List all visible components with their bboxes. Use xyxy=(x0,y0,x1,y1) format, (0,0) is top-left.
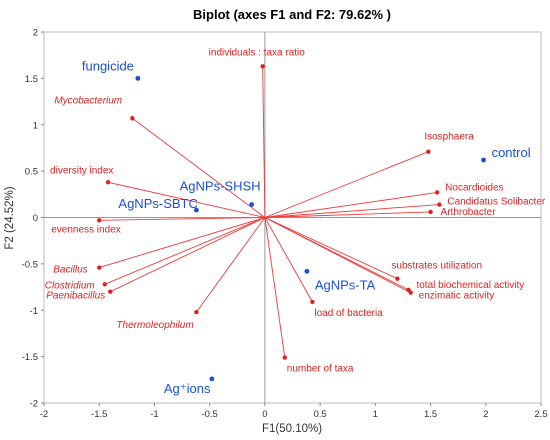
y-tick-label: -1 xyxy=(30,306,38,317)
x-tick-label: 2 xyxy=(483,409,488,420)
x-tick-label: 2.5 xyxy=(534,409,547,420)
observation-label: AgNPs-SHSH xyxy=(180,179,261,194)
vector-line xyxy=(99,217,265,221)
variable-points xyxy=(97,64,442,360)
x-tick-label: -0.5 xyxy=(201,409,217,420)
x-tick-label: -1.5 xyxy=(91,409,107,420)
y-tick-label: 1 xyxy=(33,120,38,131)
variable-labels: individuals : taxa ratio Mycobacterium div… xyxy=(45,47,546,374)
vector-line xyxy=(104,217,266,285)
vector-line xyxy=(264,217,411,294)
variable-point xyxy=(428,209,433,215)
variable-label: Isosphaera xyxy=(424,132,474,143)
x-tick-label: 0.5 xyxy=(314,409,327,420)
vector-line xyxy=(264,217,398,280)
variable-label: diversity index xyxy=(50,165,113,176)
variable-point xyxy=(282,355,287,360)
y-tick-label: -1.5 xyxy=(22,352,38,363)
x-tick-label: -2 xyxy=(40,409,48,420)
variable-point xyxy=(105,180,111,185)
y-tick-label: 0 xyxy=(33,213,38,224)
x-axis-label: F1(50.10%) xyxy=(262,423,322,435)
variable-point xyxy=(408,290,413,295)
y-axis-label: F2 (24.52%) xyxy=(4,186,16,249)
y-tick-label: -2 xyxy=(30,399,38,410)
variable-label: Paenibacillus xyxy=(46,291,105,302)
vector-line xyxy=(196,217,266,313)
variable-point xyxy=(434,190,440,195)
y-tick-label: 1.5 xyxy=(25,74,38,85)
variable-point xyxy=(426,149,431,154)
variable-point xyxy=(102,282,107,287)
vector-line xyxy=(264,151,429,218)
variable-label: individuals : taxa ratio xyxy=(209,47,306,58)
variable-point xyxy=(260,64,265,69)
observation-point xyxy=(209,376,215,382)
x-tick-label: 0 xyxy=(262,409,267,420)
vector-line xyxy=(264,217,313,303)
variable-label: enzimatic activity xyxy=(419,291,495,302)
observation-label: AgNPs-TA xyxy=(315,277,376,292)
vector-line xyxy=(264,204,440,218)
y-tick-label: 0.5 xyxy=(25,167,38,178)
observation-label: control xyxy=(492,145,531,160)
variable-point xyxy=(437,202,442,207)
variable-label: Nocardioides xyxy=(445,182,503,193)
variable-label: load of bacteria xyxy=(314,308,383,319)
observation-point xyxy=(481,157,486,163)
observation-label: AgNPs-SBTC xyxy=(118,196,197,211)
x-tick-label: 1 xyxy=(373,409,378,420)
variable-point xyxy=(108,289,113,294)
variable-label: Clostridium xyxy=(45,280,95,291)
y-tick-label: 2 xyxy=(33,28,38,39)
observation-point xyxy=(194,207,199,213)
variable-label: evenness index xyxy=(51,224,121,235)
y-tick-label: -0.5 xyxy=(22,259,38,270)
x-tick-label: 1.5 xyxy=(424,409,437,420)
vector-line xyxy=(264,211,431,218)
vector-line xyxy=(110,217,266,293)
vector-line xyxy=(264,217,286,358)
vector-line xyxy=(264,192,438,218)
variable-point xyxy=(310,299,315,305)
chart-title: Biplot (axes F1 and F2: 79.62% ) xyxy=(193,7,391,22)
variable-label: Candidatus Solibacter xyxy=(447,197,546,208)
x-axis-ticks: -2 -1.5 -1 -0.5 0 0.5 1 1.5 2 2.5 xyxy=(40,403,548,420)
variable-label: number of taxa xyxy=(287,364,354,375)
x-tick-label: -1 xyxy=(150,409,158,420)
vector-line xyxy=(99,217,266,269)
variable-point xyxy=(395,276,400,281)
y-axis-ticks: -2 -1.5 -1 -0.5 0 0.5 1 1.5 2 xyxy=(22,28,44,410)
vector-line xyxy=(262,66,266,218)
variable-point xyxy=(97,265,102,270)
variable-label: total biochemical activity xyxy=(416,280,524,291)
variable-point xyxy=(130,116,135,121)
variable-label: Thermoleophilum xyxy=(116,320,193,331)
observation-point xyxy=(135,75,141,81)
vector-line xyxy=(132,117,266,218)
observation-point xyxy=(249,202,255,207)
observation-label: fungicide xyxy=(82,58,134,73)
observation-points xyxy=(135,75,486,382)
variable-label: Arthrobacter xyxy=(441,207,497,218)
observation-labels: fungicide control AgNPs-SHSH AgNPs-SBTC AgNP… xyxy=(82,58,531,396)
observation-label: Ag⁺ions xyxy=(164,381,211,396)
variable-label: substrates utilization xyxy=(391,261,482,272)
variable-label: Mycobacterium xyxy=(54,95,122,106)
variable-point xyxy=(97,218,102,223)
variable-label: Bacillus xyxy=(53,265,87,276)
variable-vectors xyxy=(99,66,440,358)
vector-line xyxy=(107,181,265,218)
observation-point xyxy=(304,268,310,274)
variable-point xyxy=(194,309,199,315)
